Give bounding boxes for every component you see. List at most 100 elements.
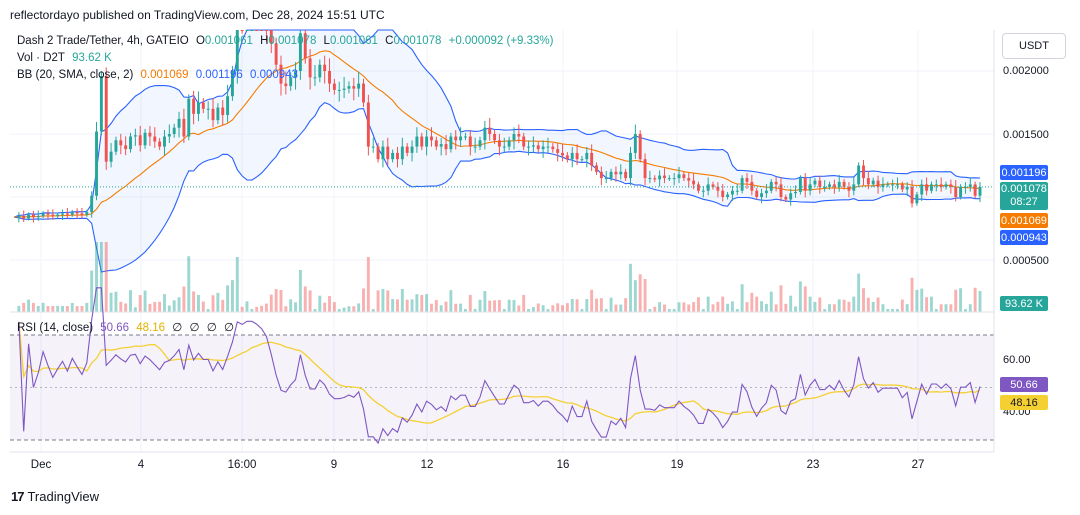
candle-body <box>910 186 914 204</box>
candle-body <box>46 213 50 215</box>
volume-bar <box>502 309 506 312</box>
volume-bar <box>36 305 40 312</box>
candle-body <box>556 149 560 153</box>
candle-body <box>808 184 812 191</box>
volume-bar <box>240 306 244 312</box>
candle-body <box>891 184 895 186</box>
volume-bar <box>658 302 662 312</box>
candle-body <box>347 86 351 89</box>
candle-body <box>468 136 472 147</box>
candle-body <box>963 186 967 188</box>
volume-bar <box>323 302 327 312</box>
volume-bar <box>182 286 186 312</box>
volume-bar <box>561 305 564 312</box>
volume-bar <box>585 299 589 312</box>
candle-body <box>99 76 103 132</box>
volume-bar <box>648 309 652 312</box>
candle-body <box>109 151 113 162</box>
candle-body <box>726 194 730 197</box>
volume-bar <box>109 292 113 312</box>
volume-bar <box>439 305 443 312</box>
candle-body <box>80 213 84 215</box>
volume-bar <box>366 257 370 312</box>
volume-bar <box>95 242 98 312</box>
high-label: H <box>260 35 269 47</box>
candle-body <box>789 193 793 200</box>
bb-label[interactable]: BB (20, SMA, close, 2) <box>17 69 134 81</box>
rsi-value: 50.66 <box>100 322 130 334</box>
volume-bar <box>862 288 865 312</box>
candle-body <box>478 140 482 147</box>
candle-body <box>658 175 662 180</box>
candle-body <box>405 146 409 153</box>
candle-body <box>949 184 953 187</box>
volume-bar <box>405 299 409 312</box>
volume-label[interactable]: Vol · D2T <box>17 52 65 64</box>
volume-bar <box>381 289 385 312</box>
time-tick-label: 19 <box>670 459 684 471</box>
volume-bar <box>546 309 550 312</box>
candle-body <box>410 146 414 153</box>
candle-body <box>944 184 948 187</box>
candle-body <box>245 30 249 31</box>
volume-bar <box>881 304 885 312</box>
volume-bar <box>774 304 778 312</box>
candle-body <box>163 136 166 147</box>
volume-bar <box>347 306 351 312</box>
volume-bar <box>269 294 273 312</box>
volume-bar <box>803 286 807 312</box>
candle-body <box>852 184 856 191</box>
volume-bar <box>614 304 618 312</box>
candle-body <box>294 71 298 78</box>
volume-bar <box>760 301 764 312</box>
time-tick-label: 9 <box>330 459 338 471</box>
tradingview-brand[interactable]: 17 TradingView <box>11 489 99 504</box>
volume-bar <box>866 297 870 312</box>
candle-body <box>342 88 346 90</box>
time-tick-label: 23 <box>806 459 820 471</box>
candle-body <box>721 190 725 197</box>
volume-bar <box>643 279 647 312</box>
candle-body <box>677 174 681 179</box>
currency-button[interactable]: USDT <box>1002 33 1066 59</box>
volume-bar <box>735 309 739 312</box>
volume-bar <box>978 290 982 312</box>
candle-body <box>51 214 55 216</box>
time-tick-label: 27 <box>911 459 925 471</box>
volume-bar <box>755 296 759 312</box>
volume-bar <box>711 304 715 312</box>
volume-bar <box>279 289 283 312</box>
candle-body <box>706 184 710 191</box>
volume-bar <box>769 291 773 312</box>
candle-body <box>667 178 671 180</box>
volume-bar <box>764 303 768 312</box>
candle-body <box>653 178 657 180</box>
candle-body <box>925 184 929 191</box>
rsi-label[interactable]: RSI (14, close) <box>17 322 94 334</box>
candle-body <box>531 145 535 147</box>
candle-body <box>565 155 569 160</box>
candle-body <box>459 136 463 141</box>
rsi-ma-value: 48.16 <box>136 322 166 334</box>
time-tick-label: 16 <box>556 459 570 471</box>
volume-bar <box>667 309 671 312</box>
volume-bar <box>332 302 336 312</box>
volume-bar <box>794 306 797 312</box>
volume-bars <box>17 242 982 312</box>
volume-bar <box>696 297 700 312</box>
volume-bar <box>653 306 657 312</box>
volume-bar <box>716 301 720 312</box>
volume-bar <box>619 304 623 312</box>
candle-body <box>226 96 230 116</box>
volume-bar <box>201 301 205 312</box>
candle-body <box>318 64 322 78</box>
tradingview-logo-icon: 17 <box>11 489 25 504</box>
rsi-legend: RSI (14, close) 50.66 48.16 ∅ ∅ ∅ ∅ <box>17 320 238 334</box>
symbol-title[interactable]: Dash 2 Trade/Tether, 4h, GATEIO <box>17 35 189 47</box>
volume-bar <box>483 291 487 312</box>
candle-body <box>507 140 511 147</box>
volume-bar <box>197 294 200 312</box>
volume-bar <box>22 302 26 312</box>
candle-body <box>119 140 123 146</box>
